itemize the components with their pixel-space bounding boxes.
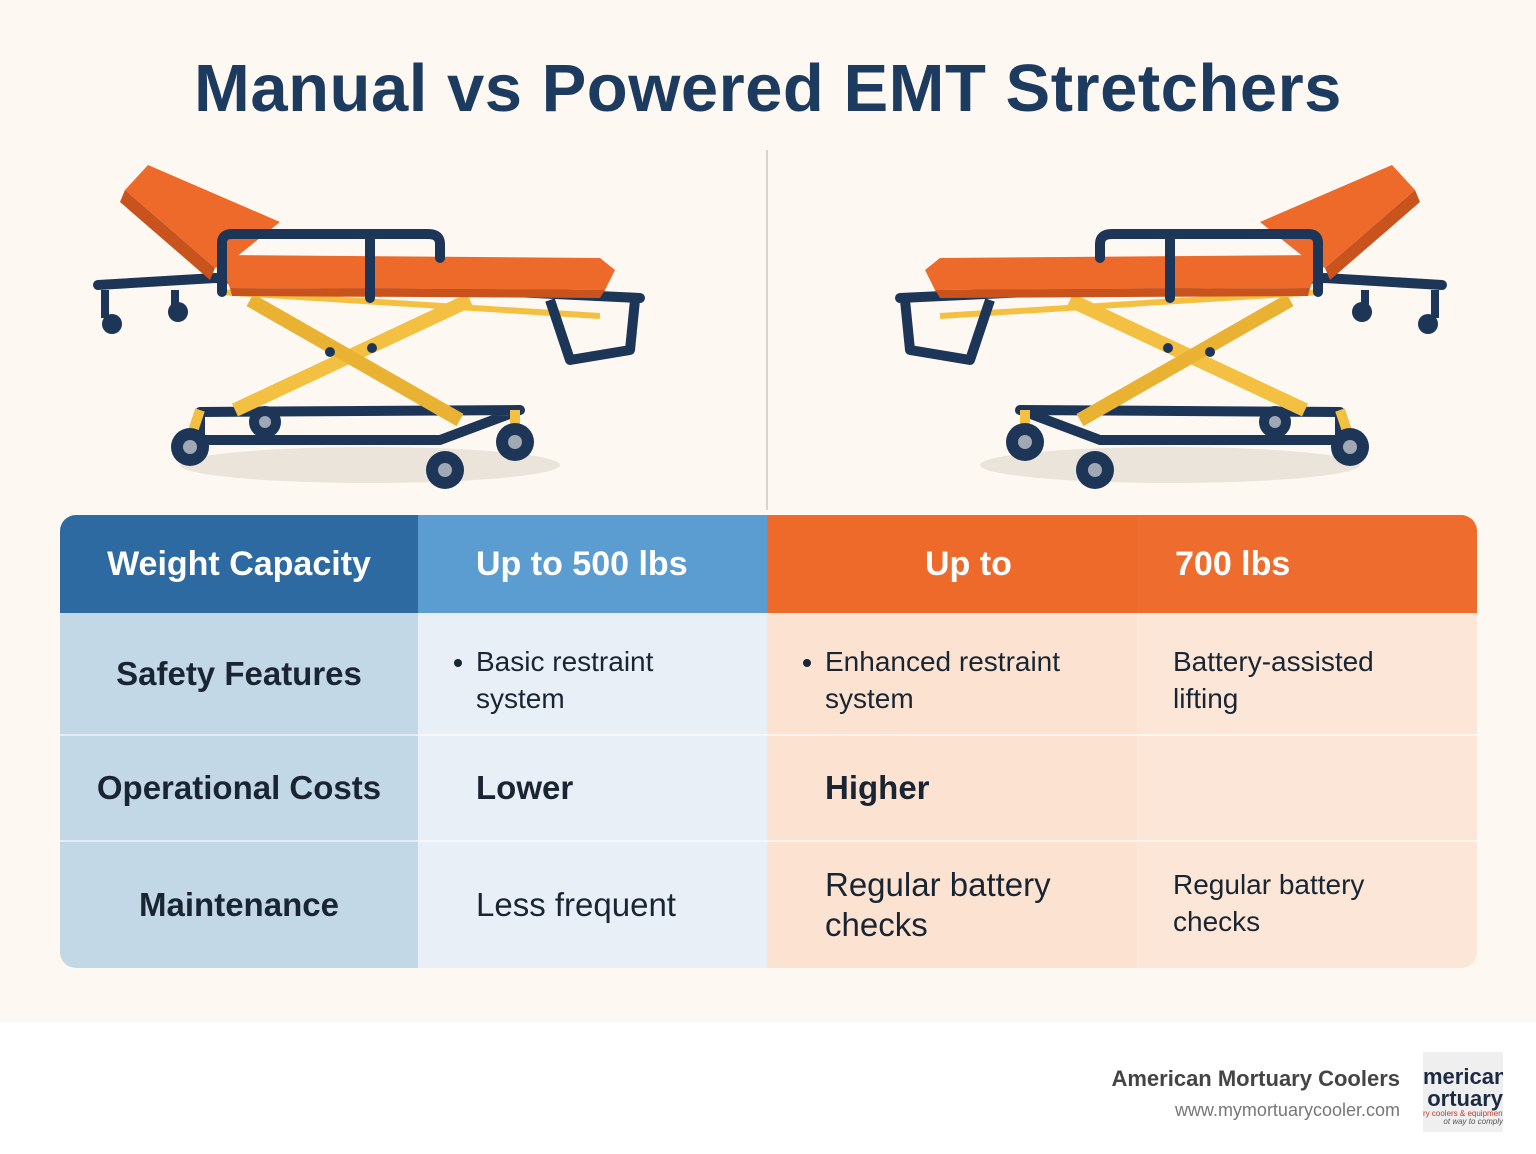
table-header: Weight Capacity bbox=[60, 515, 418, 613]
title: Manual vs Powered EMT Stretchers bbox=[194, 51, 1342, 126]
illustration bbox=[93, 150, 1536, 510]
cell-text: Basic restraint system bbox=[476, 646, 654, 714]
footer bbox=[0, 1022, 1536, 1154]
table-cell: Enhanced restraint system bbox=[767, 613, 1137, 736]
company-name: American Mortuary Coolers bbox=[1111, 1066, 1400, 1091]
comparison-table: Weight Capacity Up to 500 lbs Up to 700 … bbox=[60, 515, 1477, 968]
cell-text: Regular battery checks bbox=[1173, 869, 1365, 937]
logo: merican ortuary ry coolers & equipment o… bbox=[1423, 1052, 1503, 1132]
table-cell: Higher bbox=[767, 736, 1137, 842]
cell-text: Regular battery checks bbox=[825, 866, 1051, 943]
table-header: Up to 500 lbs bbox=[418, 515, 767, 613]
table-cell: Battery-assisted lifting bbox=[1137, 613, 1477, 736]
table-header: Up to bbox=[767, 515, 1137, 613]
table-cell: Basic restraint system bbox=[418, 613, 767, 736]
logo-text: ortuary bbox=[1427, 1086, 1503, 1111]
table-cell bbox=[1137, 736, 1477, 842]
table-header: 700 lbs bbox=[1137, 515, 1477, 613]
bullet bbox=[454, 659, 462, 667]
row-label: Operational Costs bbox=[60, 736, 418, 842]
bullet bbox=[803, 659, 811, 667]
logo-text: ot way to comply bbox=[1443, 1117, 1503, 1126]
powered-stretcher bbox=[900, 165, 1442, 489]
table-cell: Less frequent bbox=[418, 842, 767, 968]
row-label: Maintenance bbox=[60, 842, 418, 968]
table-cell: Regular battery checks bbox=[767, 842, 1137, 968]
website: www.mymortuarycooler.com bbox=[1174, 1100, 1400, 1120]
cell-text: Battery-assisted lifting bbox=[1173, 646, 1374, 714]
manual-stretcher bbox=[93, 165, 645, 489]
logo-text: merican bbox=[1423, 1064, 1503, 1089]
logo-text: ry coolers & equipment bbox=[1423, 1109, 1503, 1118]
table-cell: Lower bbox=[418, 736, 767, 842]
row-label: Safety Features bbox=[60, 613, 418, 736]
table-cell: Regular battery checks bbox=[1137, 842, 1477, 968]
cell-text: Enhanced restraint system bbox=[825, 646, 1061, 714]
